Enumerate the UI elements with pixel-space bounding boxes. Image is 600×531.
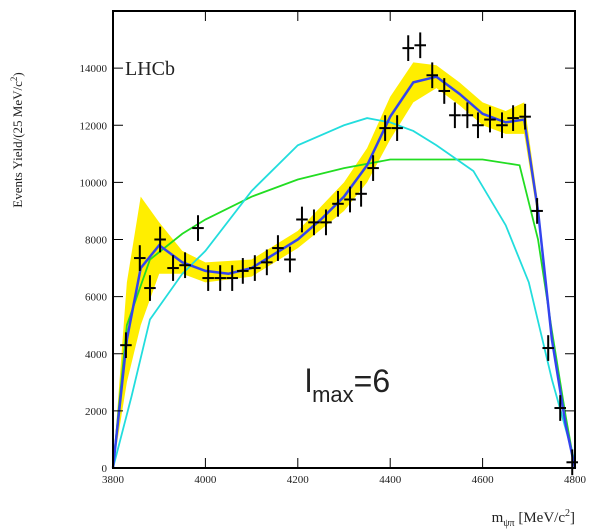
x-label-unit: [MeV/c [515, 510, 566, 526]
x-label-end: ] [570, 510, 575, 526]
data-point [542, 335, 554, 361]
x-tick-label: 4600 [472, 474, 495, 486]
data-point [237, 258, 249, 284]
data-point [414, 32, 427, 59]
y-tick-label: 0 [102, 463, 108, 475]
x-label-main: m [492, 510, 504, 526]
y-tick-label: 12000 [80, 120, 108, 132]
y-label-end: ) [10, 72, 25, 76]
data-point [134, 245, 146, 271]
data-point [167, 255, 179, 281]
data-point [566, 449, 579, 476]
data-point [519, 103, 531, 130]
uncertainty-band [113, 62, 575, 468]
y-tick-label: 14000 [80, 63, 108, 75]
y-tick-label: 8000 [85, 235, 108, 247]
data-point [320, 209, 332, 236]
x-axis-label: mψπ [MeV/c2] [492, 508, 575, 529]
data-point [379, 115, 391, 141]
x-label-sub: ψπ [503, 518, 514, 529]
y-tick-label: 4000 [85, 349, 108, 361]
data-point [449, 102, 461, 129]
y-axis-label: Events Yield/(25 MeV/c2) [9, 72, 25, 207]
data-point [507, 105, 519, 131]
data-point [472, 112, 484, 139]
data-point [261, 249, 273, 276]
data-point [214, 265, 226, 291]
data-point [367, 155, 379, 181]
data-point [355, 180, 367, 207]
data-point [202, 265, 214, 291]
experiment-label: LHCb [125, 58, 175, 80]
annotation-sub: max [312, 382, 354, 407]
data-point [332, 190, 344, 217]
data-point [344, 186, 356, 213]
y-tick-label: 2000 [85, 406, 108, 418]
data-point [554, 395, 566, 421]
data-point [531, 198, 543, 224]
data-point [296, 206, 308, 233]
data-point [154, 226, 166, 253]
annotation-rest: =6 [354, 363, 390, 399]
y-tick-label: 10000 [80, 177, 108, 189]
annotation: lmax=6 [305, 363, 390, 407]
data-point [496, 112, 508, 139]
data-point [484, 106, 496, 133]
data-point [272, 235, 284, 261]
data-point [402, 35, 414, 61]
data-point [179, 252, 191, 279]
x-tick-label: 4800 [564, 474, 587, 486]
data-point [391, 115, 403, 141]
x-tick-label: 4000 [194, 474, 217, 486]
data-point [461, 102, 474, 129]
plot-frame [112, 10, 576, 469]
data-point [284, 246, 296, 273]
data-point [192, 215, 204, 241]
x-tick-label: 4400 [379, 474, 402, 486]
annotation-base: l [305, 363, 312, 399]
data-point [249, 255, 261, 281]
x-tick-label: 3800 [102, 474, 125, 486]
data-point [226, 265, 238, 291]
fit-curve [112, 117, 576, 469]
data-point [308, 209, 320, 236]
data-point [438, 78, 451, 104]
y-label-sup: 2 [9, 77, 19, 82]
x-tick-label: 4200 [287, 474, 310, 486]
x-label-sup: 2 [565, 508, 570, 519]
fit-curve [111, 75, 577, 469]
y-tick-label: 6000 [85, 292, 108, 304]
data-point [426, 62, 439, 89]
data-point [120, 332, 132, 359]
data-point [144, 275, 156, 301]
y-label-main: Events Yield/(25 MeV/c [10, 81, 25, 208]
plot-area [111, 32, 579, 476]
